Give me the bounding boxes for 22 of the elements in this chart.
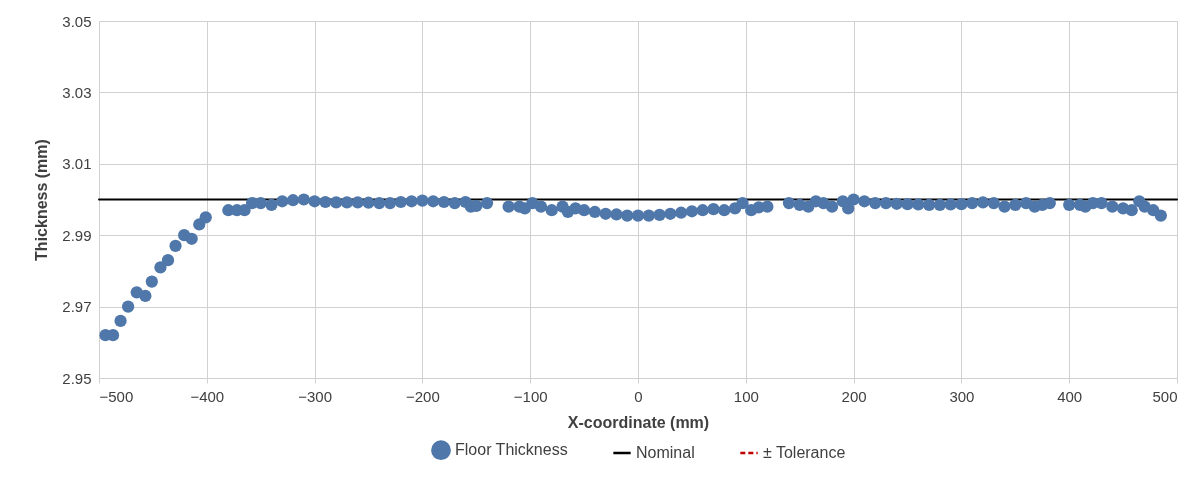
x-tick-label: −400 xyxy=(190,387,225,405)
x-tick-label: −100 xyxy=(513,387,548,405)
x-tick-label: −300 xyxy=(298,387,332,405)
x-tick-label: 0 xyxy=(634,387,643,405)
x-tick-label: 200 xyxy=(841,387,867,405)
x-tick-label: −500 xyxy=(99,387,134,405)
y-tick-label: 2.99 xyxy=(62,226,92,244)
x-tick-label: 100 xyxy=(733,387,759,405)
x-tick-label: −200 xyxy=(406,387,440,405)
y-tick-label: 3.03 xyxy=(62,83,92,101)
y-axis-title: Thickness (mm) xyxy=(33,139,51,261)
legend-label: ± Tolerance xyxy=(763,444,846,461)
x-tick-label: 300 xyxy=(949,387,975,405)
y-tick-label: 3.01 xyxy=(62,155,92,173)
y-tick-label: 3.05 xyxy=(62,12,92,30)
x-tick-label: 500 xyxy=(1152,387,1178,405)
legend-label: Floor Thickness xyxy=(455,441,568,459)
y-tick-label: 2.95 xyxy=(62,369,92,387)
x-axis-title: X-coordinate (mm) xyxy=(567,413,710,431)
y-tick-label: 2.97 xyxy=(62,298,92,316)
x-tick-label: 400 xyxy=(1057,387,1083,405)
legend-label: Nominal xyxy=(636,444,695,461)
